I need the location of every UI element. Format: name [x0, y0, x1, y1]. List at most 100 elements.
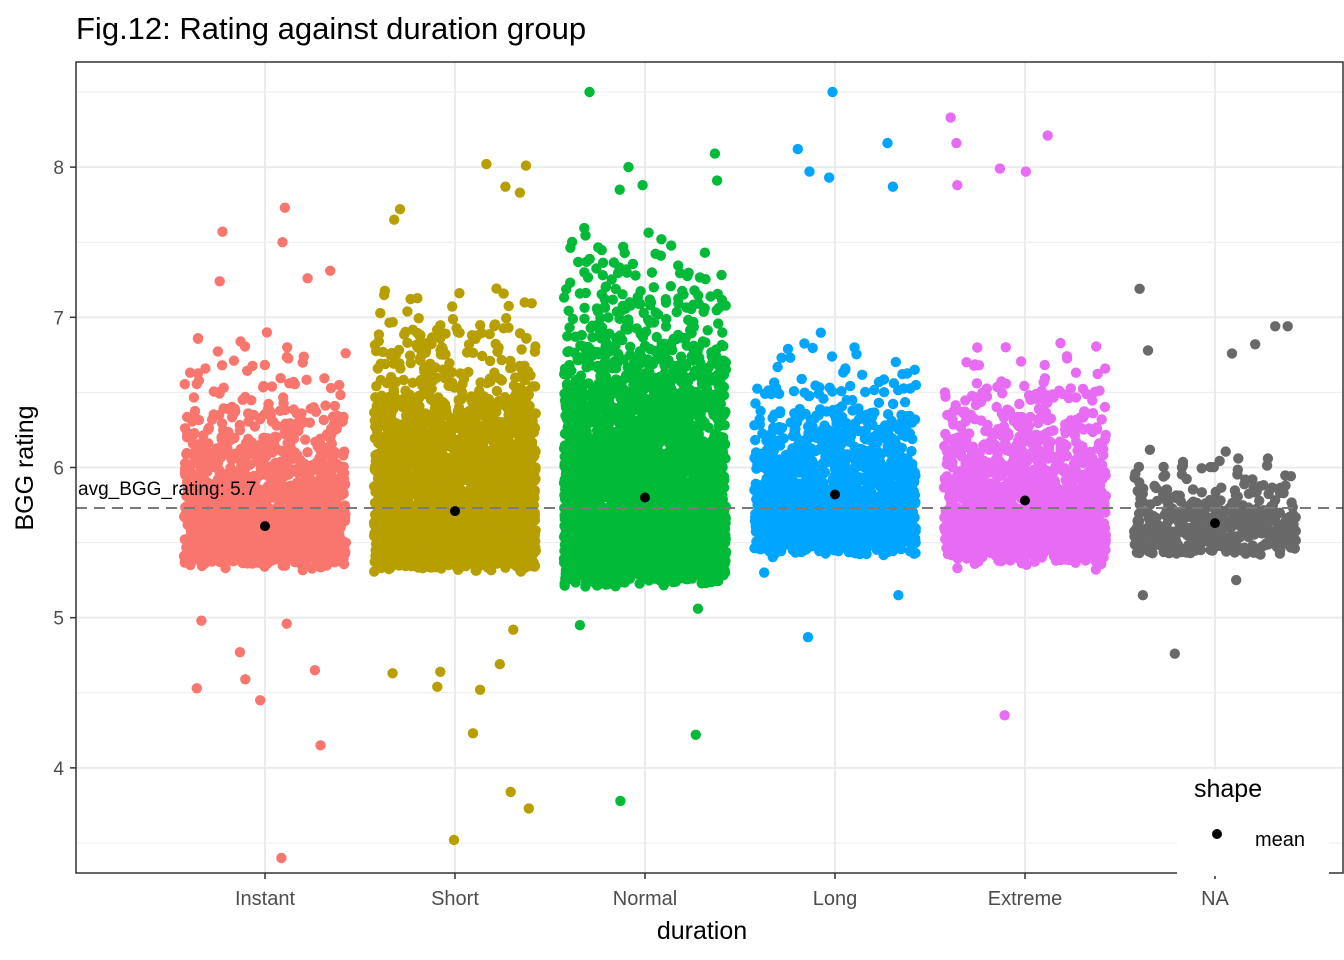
outlier-point	[505, 786, 516, 798]
data-point	[500, 562, 511, 573]
data-point	[526, 560, 537, 572]
data-point	[382, 414, 394, 425]
outlier-point	[255, 695, 266, 706]
outlier-point	[394, 204, 406, 215]
data-point	[218, 382, 229, 393]
data-point	[510, 464, 521, 475]
data-point	[371, 381, 382, 392]
data-point	[418, 412, 429, 423]
data-point	[579, 302, 590, 313]
data-point	[395, 530, 406, 542]
data-point	[400, 326, 411, 338]
data-point	[369, 519, 380, 531]
data-point	[179, 379, 190, 390]
data-point	[335, 389, 346, 401]
data-point	[480, 425, 491, 436]
data-point	[506, 550, 517, 561]
data-point	[461, 428, 472, 439]
data-point	[338, 558, 350, 570]
outlier-point	[309, 665, 321, 676]
data-point	[422, 371, 433, 382]
data-point	[413, 533, 424, 544]
data-point	[398, 374, 409, 386]
data-point	[403, 406, 414, 417]
outlier-point	[302, 273, 313, 284]
data-point	[298, 476, 309, 487]
data-point	[473, 437, 484, 448]
data-point	[702, 325, 713, 336]
data-point	[370, 392, 381, 403]
data-point	[521, 332, 532, 344]
data-point	[226, 412, 238, 423]
data-point	[296, 458, 307, 469]
data-point	[269, 484, 280, 495]
data-point	[208, 386, 219, 397]
data-point	[189, 405, 201, 417]
data-point	[489, 367, 500, 378]
data-point	[386, 483, 397, 494]
data-point	[293, 408, 305, 419]
outlier-point	[500, 181, 511, 192]
data-point	[419, 440, 430, 452]
data-point	[435, 548, 447, 560]
data-point	[239, 341, 251, 352]
data-point	[259, 359, 270, 371]
data-point	[300, 434, 311, 445]
outlier-point	[467, 728, 479, 739]
data-point	[181, 447, 192, 459]
data-point	[528, 547, 540, 559]
data-point	[225, 538, 237, 550]
data-point	[454, 288, 465, 299]
data-point	[198, 544, 210, 555]
data-point	[252, 536, 264, 548]
outlier-point	[435, 666, 446, 677]
data-point	[283, 495, 294, 506]
data-point	[246, 437, 257, 448]
data-point	[478, 533, 490, 544]
data-point	[325, 433, 336, 444]
data-point	[428, 465, 439, 477]
data-point	[310, 476, 321, 487]
data-point	[401, 457, 412, 468]
data-point	[491, 385, 503, 397]
data-point	[373, 335, 384, 347]
data-point	[526, 471, 537, 482]
data-point	[339, 479, 351, 490]
data-point	[463, 366, 474, 378]
data-point	[188, 392, 200, 403]
data-point	[396, 432, 408, 444]
data-point	[191, 378, 202, 390]
data-point	[331, 415, 343, 426]
data-point	[656, 234, 667, 245]
data-point	[338, 461, 349, 472]
data-point	[396, 419, 407, 430]
data-point	[313, 520, 324, 532]
outlier-point	[508, 624, 519, 635]
data-point	[255, 414, 266, 425]
data-point	[283, 353, 294, 364]
data-point	[666, 240, 677, 251]
data-point	[385, 523, 396, 534]
data-point	[192, 333, 204, 344]
data-point	[444, 518, 456, 530]
data-point	[373, 478, 384, 490]
data-point	[437, 396, 448, 408]
data-point	[413, 557, 424, 568]
data-point	[492, 458, 503, 469]
data-point	[271, 432, 282, 443]
data-point	[325, 382, 337, 394]
data-point	[488, 414, 500, 425]
data-point	[329, 517, 340, 528]
outlier-point	[389, 214, 400, 225]
data-point	[375, 358, 386, 369]
data-point	[193, 553, 205, 564]
data-point	[318, 414, 329, 426]
data-point	[238, 536, 249, 548]
data-point	[279, 428, 290, 440]
data-point	[212, 346, 224, 357]
data-point	[406, 434, 418, 445]
outlier-point	[217, 226, 228, 237]
data-point	[320, 400, 331, 411]
data-point	[414, 469, 425, 481]
